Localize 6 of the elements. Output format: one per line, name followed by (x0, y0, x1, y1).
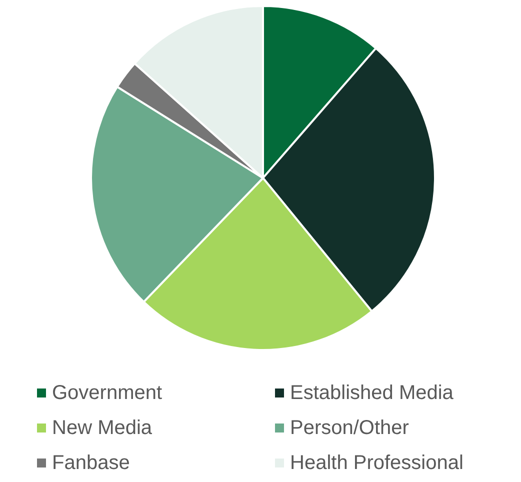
legend-label: Person/Other (290, 417, 410, 439)
legend-label: Health Professional (290, 452, 464, 474)
legend-label: Government (52, 382, 162, 404)
legend-label: New Media (52, 417, 153, 439)
legend-label: Fanbase (52, 452, 130, 474)
legend-label: Established Media (290, 382, 454, 404)
